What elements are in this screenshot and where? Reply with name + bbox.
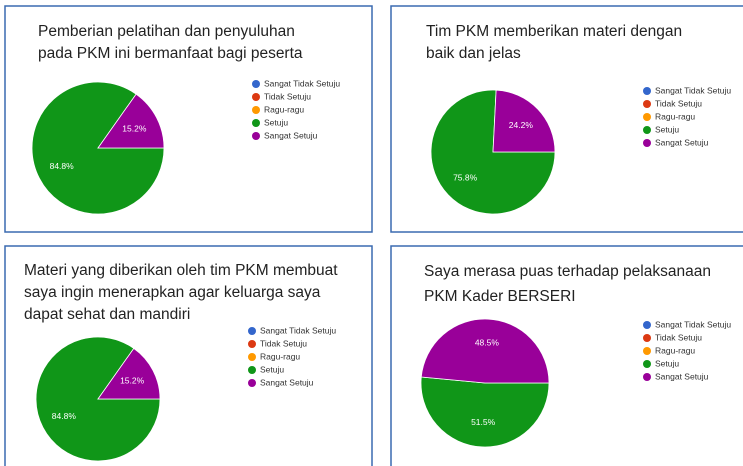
- panel: [4, 5, 373, 233]
- pie-slice: [420, 318, 550, 384]
- legend-swatch: [643, 334, 651, 342]
- legend-swatch: [643, 360, 651, 368]
- legend-swatch: [643, 126, 651, 134]
- legend-label: Sangat Tidak Setuju: [264, 78, 340, 88]
- legend-swatch: [643, 113, 651, 121]
- chart-title: Saya merasa puas terhadap pelaksanaan: [424, 263, 711, 280]
- slice-label: 48.5%: [475, 338, 500, 348]
- slice-label: 51.5%: [471, 417, 496, 427]
- chart-title: baik dan jelas: [426, 45, 521, 62]
- legend-label: Tidak Setuju: [264, 91, 311, 101]
- chart-title: saya ingin menerapkan agar keluarga saya: [24, 284, 321, 301]
- legend-swatch: [643, 347, 651, 355]
- legend-label: Ragu-ragu: [655, 345, 695, 355]
- pie-slice: [97, 347, 161, 400]
- slice-label: 24.2%: [509, 120, 534, 130]
- legend-swatch: [643, 139, 651, 147]
- legend-swatch: [248, 379, 256, 387]
- pie-slice: [31, 81, 165, 215]
- pie-slice: [492, 89, 556, 153]
- legend-swatch: [248, 366, 256, 374]
- chart-title: pada PKM ini bermanfaat bagi peserta: [38, 45, 303, 62]
- legend-label: Sangat Tidak Setuju: [260, 325, 336, 335]
- chart-title: Tim PKM memberikan materi dengan: [426, 23, 682, 40]
- chart-title: dapat sehat dan mandiri: [24, 306, 190, 323]
- slice-label: 15.2%: [122, 123, 147, 133]
- legend-swatch: [252, 106, 260, 114]
- legend-label: Sangat Tidak Setuju: [655, 319, 731, 329]
- legend-swatch: [643, 100, 651, 108]
- legend-swatch: [248, 353, 256, 361]
- legend-label: Setuju: [264, 117, 288, 127]
- legend-label: Setuju: [260, 364, 284, 374]
- legend-label: Sangat Setuju: [655, 371, 709, 381]
- slice-label: 84.8%: [52, 411, 77, 421]
- legend-label: Ragu-ragu: [655, 111, 695, 121]
- pie-slice: [97, 93, 165, 149]
- legend-swatch: [252, 132, 260, 140]
- legend-label: Ragu-ragu: [260, 351, 300, 361]
- panel: [390, 5, 743, 233]
- panel: [390, 245, 743, 466]
- legend-label: Sangat Setuju: [655, 137, 709, 147]
- panel: [4, 245, 373, 466]
- legend-label: Ragu-ragu: [264, 104, 304, 114]
- legend-swatch: [643, 87, 651, 95]
- legend-label: Setuju: [655, 124, 679, 134]
- pie-slice: [420, 376, 550, 448]
- legend-label: Tidak Setuju: [655, 332, 702, 342]
- chart-title: Pemberian pelatihan dan penyuluhan: [38, 23, 295, 40]
- legend-label: Tidak Setuju: [260, 338, 307, 348]
- legend-swatch: [248, 340, 256, 348]
- legend-label: Sangat Setuju: [260, 377, 314, 387]
- slice-label: 84.8%: [50, 161, 75, 171]
- legend-swatch: [252, 80, 260, 88]
- legend-swatch: [252, 119, 260, 127]
- legend-swatch: [643, 373, 651, 381]
- legend-label: Sangat Setuju: [264, 130, 318, 140]
- legend-swatch: [643, 321, 651, 329]
- legend-swatch: [252, 93, 260, 101]
- slice-label: 15.2%: [120, 376, 145, 386]
- chart-title: PKM Kader BERSERI: [424, 288, 576, 305]
- legend-label: Sangat Tidak Setuju: [655, 85, 731, 95]
- slice-label: 75.8%: [453, 173, 478, 183]
- legend-swatch: [248, 327, 256, 335]
- legend-label: Tidak Setuju: [655, 98, 702, 108]
- chart-title: Materi yang diberikan oleh tim PKM membu…: [24, 262, 338, 279]
- legend-label: Setuju: [655, 358, 679, 368]
